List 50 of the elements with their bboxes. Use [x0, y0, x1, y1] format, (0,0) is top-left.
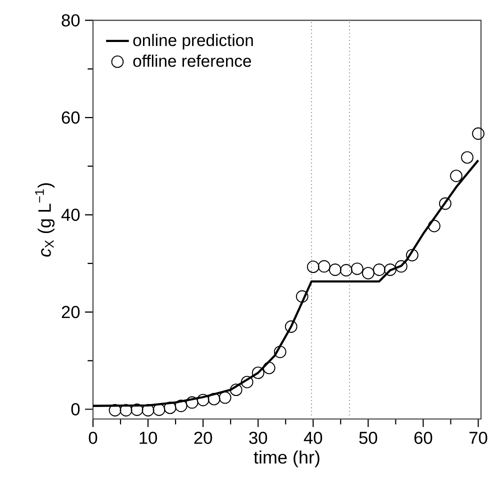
point [461, 151, 474, 164]
point [340, 264, 352, 276]
y-tick-label: 0 [71, 403, 80, 416]
point [406, 248, 418, 262]
point [230, 384, 242, 396]
point [394, 260, 408, 273]
point [428, 220, 440, 232]
point [384, 264, 396, 276]
point [296, 290, 308, 303]
legend-label: online prediction [133, 34, 253, 50]
y-tick-label: 80 [62, 14, 80, 26]
point [472, 127, 484, 140]
point [252, 366, 264, 380]
x-axis-title: time (hr) [254, 450, 320, 468]
y-tick-label: 40 [61, 208, 80, 221]
point [284, 320, 298, 333]
point [350, 262, 364, 275]
point [372, 264, 386, 276]
x-tick-label: 10 [140, 432, 158, 444]
y-axis-title: c$_{X}$ (g L$^{−1}$) [35, 183, 55, 257]
x-tick-label: 60 [414, 432, 432, 444]
point [306, 260, 320, 274]
x-tick-label: 0 [88, 432, 98, 444]
point [208, 392, 220, 406]
y-tick-label: 60 [62, 111, 80, 124]
point [439, 197, 452, 210]
point [362, 266, 374, 280]
x-tick-label: 70 [470, 432, 488, 444]
point [274, 346, 286, 358]
point [152, 404, 166, 416]
point [218, 391, 232, 404]
x-tick-label: 50 [359, 432, 378, 444]
x-tick-label: 40 [304, 432, 322, 444]
point [328, 264, 342, 276]
x-tick-label: 20 [194, 432, 212, 444]
legend-label: offline reference [133, 54, 252, 67]
y-tick-label: 20 [62, 306, 80, 318]
point [262, 362, 276, 374]
point [120, 404, 132, 416]
point [130, 404, 144, 416]
point [142, 404, 154, 416]
point [240, 376, 254, 388]
point [450, 170, 462, 182]
point [186, 396, 198, 409]
point [196, 394, 210, 406]
point [174, 400, 188, 412]
point [318, 260, 330, 273]
x-tick-label: 30 [249, 432, 268, 444]
point [164, 402, 176, 414]
point [108, 404, 122, 416]
